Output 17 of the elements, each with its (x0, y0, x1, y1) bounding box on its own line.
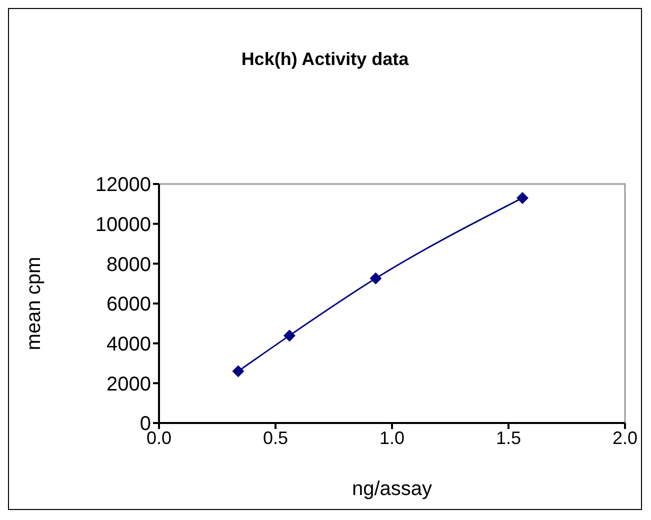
x-tick-label: 0.5 (262, 428, 288, 448)
y-tick-label: 6000 (106, 294, 151, 316)
y-tick-label: 10000 (95, 214, 151, 236)
x-tick-label: 1.5 (496, 428, 522, 448)
x-tick-label: 2.0 (612, 428, 638, 448)
y-tick-label: 12000 (95, 174, 151, 196)
point (283, 330, 296, 342)
y-axis-title: mean cpm (23, 256, 46, 350)
point (370, 272, 382, 284)
y-tick-label: 4000 (106, 333, 151, 356)
y-tick-label: 2000 (106, 373, 151, 396)
x-axis-title: ng/assay (352, 478, 432, 500)
chart-title: Hck(h) Activity data (240, 49, 410, 70)
point (516, 192, 528, 204)
y-tick-label: 8000 (106, 254, 151, 276)
x-tick-label: 1.0 (379, 428, 405, 448)
point (232, 365, 244, 378)
